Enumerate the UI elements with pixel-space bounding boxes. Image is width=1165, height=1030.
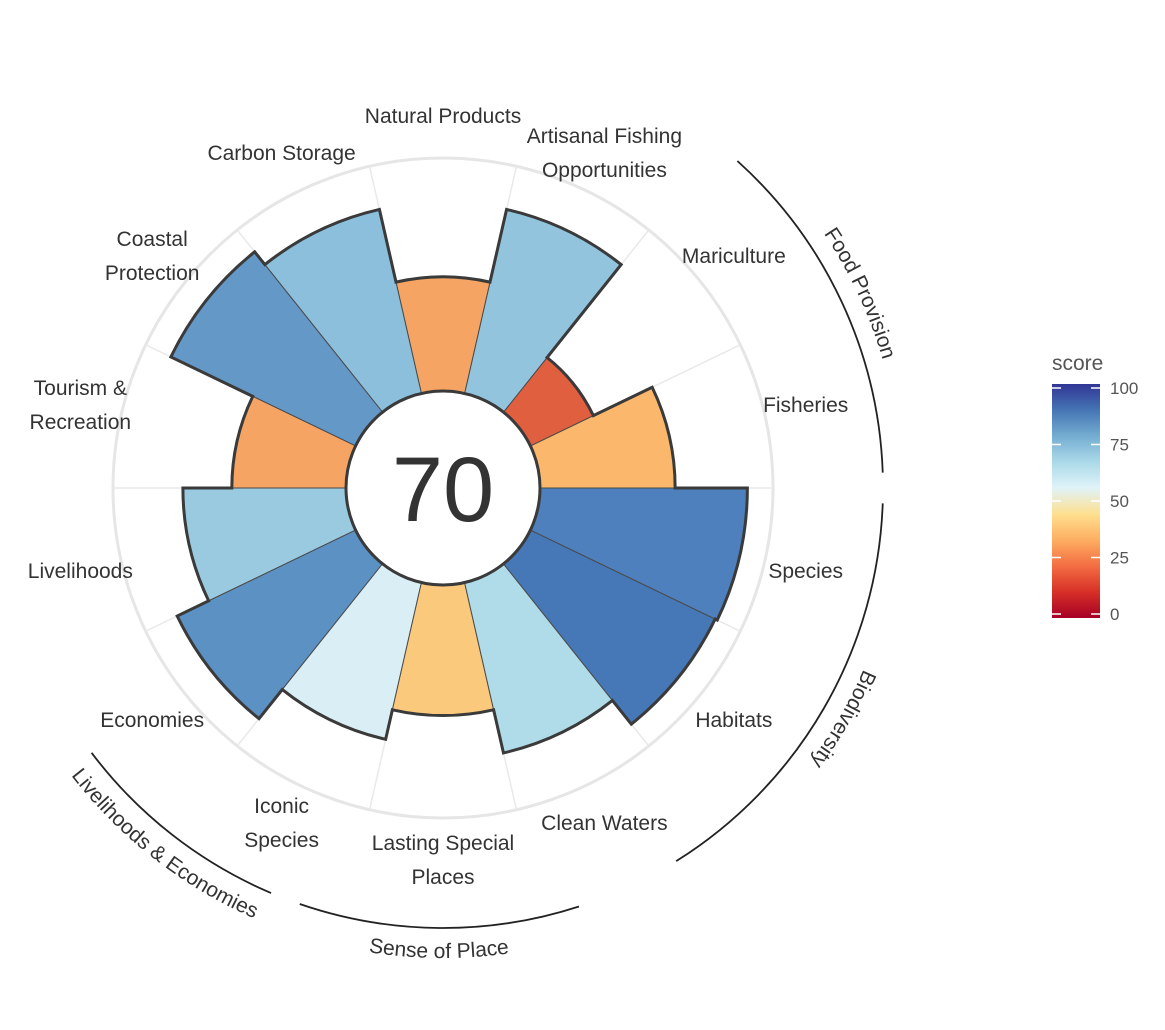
group-arc	[90, 752, 272, 894]
goal-labels: Fisheries Mariculture Artisanal Fishing Opp…	[28, 105, 848, 889]
goal-label-8: Economies	[100, 709, 204, 732]
overall-score: 70	[392, 439, 494, 541]
goal-label-3: Natural Products	[365, 105, 521, 128]
legend-tick-label: 75	[1110, 436, 1129, 455]
legend-title: score	[1052, 352, 1103, 375]
center-circle	[344, 389, 542, 587]
goal-label-12: Habitats	[695, 709, 772, 732]
goal-label-9: Iconic Species	[244, 795, 319, 852]
group-arc	[675, 503, 884, 862]
goal-label-2: Artisanal Fishing Opportunities	[527, 125, 682, 182]
goal-label-13: Species	[768, 560, 843, 583]
petal-outline	[168, 207, 749, 755]
group-label: Food Provision	[820, 224, 900, 362]
goal-label-5: Coastal Protection	[105, 228, 200, 285]
legend-tick-label: 100	[1110, 379, 1138, 398]
goal-label-4: Carbon Storage	[207, 142, 355, 165]
group-label: Sense of Place	[368, 934, 510, 963]
legend-tick-label: 50	[1110, 492, 1129, 511]
group-arc	[299, 903, 580, 929]
group-label: Livelihoods & Economies	[67, 764, 262, 923]
goal-label-7: Livelihoods	[28, 560, 133, 583]
goal-label-0: Fisheries	[763, 394, 848, 417]
legend-tick-label: 25	[1110, 549, 1129, 568]
petals	[168, 207, 749, 755]
score-legend: score 100 75 50 25 0	[1052, 352, 1138, 624]
goal-label-11: Clean Waters	[541, 812, 667, 835]
goal-label-10: Lasting Special Places	[372, 832, 514, 889]
group-arc	[736, 160, 884, 473]
legend-tick-label: 0	[1110, 605, 1119, 624]
goal-label-1: Mariculture	[682, 245, 786, 268]
goal-label-6: Tourism & Recreation	[30, 377, 132, 434]
